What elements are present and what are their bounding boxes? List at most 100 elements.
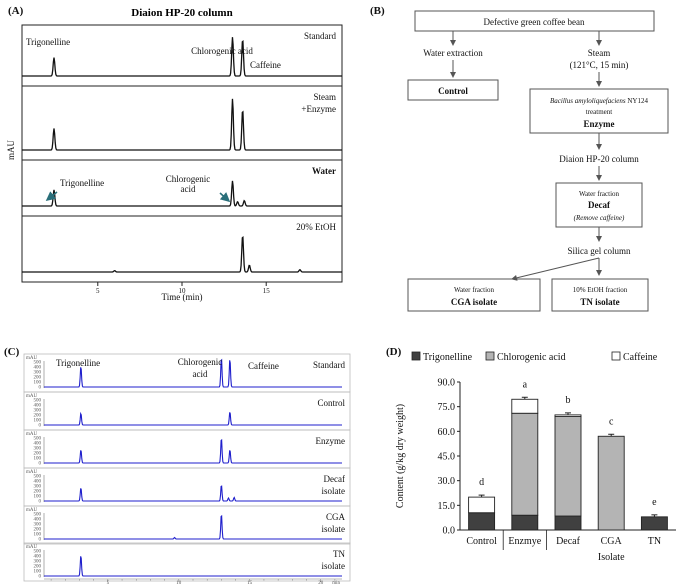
panel-c-unit: mAU — [26, 394, 38, 399]
panel-c-ytick-label: 400 — [34, 404, 42, 409]
panel-a-trace-label-line: Water — [312, 166, 336, 176]
significance-letter: b — [566, 395, 571, 406]
panel-c-ytick-label: 200 — [34, 490, 42, 495]
bar-segment — [554, 515, 582, 531]
panel-c-annotation-line: Caffeine — [248, 361, 279, 371]
panel-c-chromatogram — [44, 358, 342, 388]
bar-segment — [511, 398, 539, 414]
panel-c-annotation: Caffeine — [248, 361, 279, 371]
tn-fraction-label: 10% EtOH fraction — [573, 286, 628, 294]
panel-d: (D) Trigonelline Chlorogenic acid Caffeine… — [386, 346, 676, 563]
panel-c-ytick-label: 200 — [34, 414, 42, 419]
panel-d-ytick-label: 30.0 — [438, 476, 456, 487]
legend-label: Trigonelline — [423, 352, 473, 363]
panel-c-trace-frame — [23, 505, 351, 545]
panel-a-trace-label-line: Steam — [314, 92, 337, 102]
category-label: Enzmye — [508, 536, 541, 547]
panel-c-ytick-label: 0 — [39, 500, 42, 505]
panel-c-annotation-line: Chlorogenic — [178, 357, 223, 367]
steam-condition: (121°C, 15 min) — [570, 60, 629, 70]
panel-c-chromatogram — [44, 514, 342, 540]
panel-a-chromatogram — [22, 37, 342, 77]
panel-d-ylabel: Content (g/kg dry weight) — [395, 404, 406, 508]
panel-c-chromatogram — [44, 438, 342, 464]
panel-a-xlabel: Time (min) — [162, 292, 203, 302]
panel-c-trace-label-line: TN — [333, 549, 345, 559]
panel-d-legend: Trigonelline Chlorogenic acid Caffeine — [411, 351, 658, 363]
panel-c-trace-label-line: Control — [317, 398, 345, 408]
bar-segment — [511, 514, 539, 531]
cga-box — [407, 278, 541, 312]
panel-c-ytick-label: 100 — [34, 419, 42, 424]
panel-c-unit: mAU — [26, 432, 38, 437]
bar-segment — [554, 416, 582, 517]
panel-a-chromatogram — [22, 180, 342, 207]
panel-c-ytick-label: 300 — [34, 523, 42, 528]
panel-c-ytick-label: 300 — [34, 560, 42, 565]
panel-c-xtick-label: 15 — [247, 581, 253, 585]
decaf-label: Decaf — [588, 200, 611, 210]
category-label: Control — [466, 536, 497, 547]
panel-c-ytick-label: 100 — [34, 381, 42, 386]
panel-c-ytick-label: 400 — [34, 442, 42, 447]
panel-a-annotation: Trigonelline — [26, 37, 70, 47]
panel-a-trace-frame — [21, 24, 343, 87]
panel-d-xlabel: Isolate — [598, 552, 625, 563]
panel-a-xtick-label: 10 — [179, 287, 187, 295]
control-box — [407, 79, 499, 101]
panel-d-chart: 0.0 15.0 30.0 45.0 60.0 75.0 90.0 Content (g/kg… — [395, 378, 676, 563]
panel-a-trace-label: 20% EtOH — [296, 222, 336, 232]
panel-c-traces: mAU5004003002001000StandardmAU5004003002… — [23, 353, 351, 585]
panel-a-annotation-line: Chlorogenic acid — [191, 46, 253, 56]
category-label: CGA — [601, 536, 623, 547]
bar-segment — [597, 435, 625, 531]
panel-c-xtick-label: 20 — [318, 581, 324, 585]
tn-box — [551, 278, 649, 312]
panel-a-ylabel: mAU — [6, 140, 16, 161]
panel-c-ytick-label: 400 — [34, 366, 42, 371]
panel-c-trace-label: Control — [317, 398, 345, 408]
panel-c-ytick-label: 300 — [34, 447, 42, 452]
bar-segment — [640, 516, 668, 531]
panel-c-trace-label-line: isolate — [322, 561, 346, 571]
control-label: Control — [438, 86, 468, 96]
legend-swatch — [411, 351, 421, 361]
panel-a-trace-label-line: Standard — [304, 31, 336, 41]
panel-c-ytick-label: 100 — [34, 495, 42, 500]
panel-a-annotation: Chlorogenic acid — [166, 174, 211, 194]
panel-c-trace-frame — [23, 467, 351, 507]
bar-segment — [468, 512, 496, 531]
panel-c-unit: mAU — [26, 356, 38, 361]
panel-c-xtick-label: 5 — [107, 581, 110, 585]
panel-c-ytick-label: 0 — [39, 575, 42, 580]
panel-c-trace-label-line: isolate — [322, 524, 346, 534]
panel-a-annotation-line: Trigonelline — [26, 37, 70, 47]
panel-d-ytick-label: 60.0 — [438, 427, 456, 438]
panel-c-ytick-label: 400 — [34, 480, 42, 485]
panel-d-ytick-label: 90.0 — [438, 378, 456, 389]
panel-c-ytick-label: 0 — [39, 462, 42, 467]
panel-d-ytick-label: 45.0 — [438, 452, 456, 463]
panel-c-ytick-label: 300 — [34, 371, 42, 376]
panel-c-ytick-label: 500 — [34, 399, 42, 404]
cga-fraction-label: Water fraction — [454, 286, 495, 294]
legend-label: Chlorogenic acid — [497, 352, 566, 363]
panel-c-trace-frame — [23, 391, 351, 431]
panel-d-ytick-label: 75.0 — [438, 402, 456, 413]
panel-c-ytick-label: 400 — [34, 518, 42, 523]
steam-label: Steam — [588, 48, 611, 58]
column2-label: Silica gel column — [568, 246, 631, 256]
bar-segment — [511, 412, 539, 516]
panel-a-annotation-line: Trigonelline — [60, 178, 104, 188]
significance-letter: d — [479, 477, 484, 488]
panel-c-trace-label-line: CGA — [326, 512, 346, 522]
panel-c-trace-label: TN isolate — [322, 549, 346, 571]
panel-c-trace-label-line: Standard — [313, 360, 345, 370]
panel-c-unit: mAU — [26, 545, 38, 550]
enzyme-organism: Bacillus amyloliquefaciens NY124 — [550, 97, 648, 105]
significance-letter: c — [609, 416, 614, 427]
significance-letter: e — [652, 497, 657, 508]
panel-c-trace-label: Enzyme — [316, 436, 346, 446]
panel-c-ytick-label: 400 — [34, 555, 42, 560]
